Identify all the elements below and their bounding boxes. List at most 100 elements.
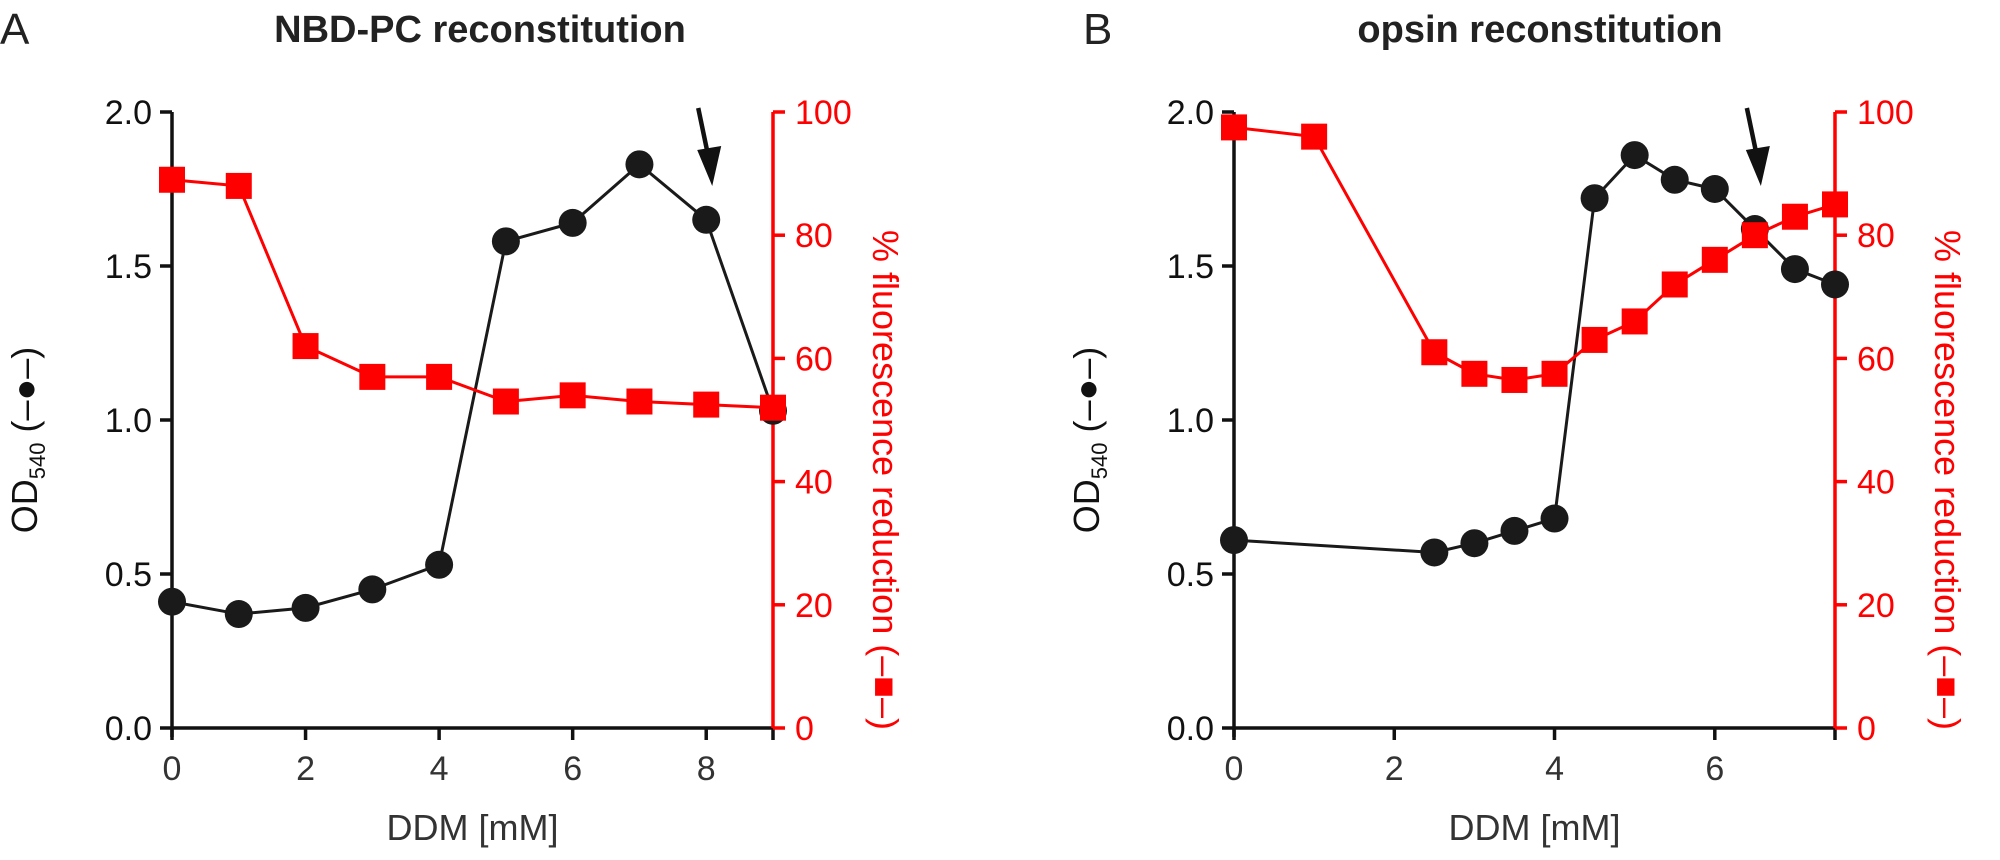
y-tick-label-left: 1.0 [1167,402,1214,440]
data-point-fluorescence [1741,222,1768,249]
arrow-annotation-head [697,146,722,186]
data-point-fluorescence [1581,326,1608,353]
x-tick-label: 6 [1705,750,1724,788]
y-tick-label-right: 100 [1857,94,1914,132]
arrow-annotation-head [1745,146,1770,186]
panel-a: A NBD-PC reconstitution 0 2 4 6 8 DDM [mM] 0.0 0.… [0,5,906,848]
y-tick-label-right: 40 [795,464,833,502]
data-point-fluorescence [492,388,519,415]
y-tick-label-right: 80 [1857,217,1895,255]
data-point-od540 [291,593,320,622]
data-point-od540 [491,227,520,256]
data-point-fluorescence [159,166,185,193]
arrow-annotation-shaft [696,107,711,157]
series-line-od540 [171,162,775,616]
x-tick-label: 2 [296,750,315,788]
data-point-od540 [224,600,253,629]
y-tick-label-left: 1.5 [1167,248,1214,286]
y-tick-label-right: 80 [795,217,833,255]
data-point-fluorescence [1822,191,1848,218]
data-point-fluorescence [1421,339,1448,366]
data-point-fluorescence [1301,123,1328,150]
y-tick-label-left: 1.5 [105,248,152,286]
x-tick-label: 4 [1545,750,1564,788]
data-point-fluorescence [225,172,252,199]
panel-label: A [0,5,30,54]
y-tick-label-right: 20 [1857,587,1895,625]
y-tick-label-left: 0.5 [105,556,152,594]
y-tick-label-right: 40 [1857,464,1895,502]
panel-label: B [1083,5,1112,54]
y-tick-label-right: 60 [1857,340,1895,378]
series-line-fluorescence [1233,125,1836,382]
y-axis-label-right: % fluorescence reduction (–■–) [1927,230,1968,730]
data-point-fluorescence [1781,203,1808,230]
data-point-od540 [1540,504,1569,533]
data-point-fluorescence [1541,360,1568,387]
x-tick-label: 6 [563,750,582,788]
y-axis-label-left: OD540 (–●–) [1066,347,1112,533]
data-point-od540 [1620,141,1649,170]
data-point-od540 [425,550,454,579]
data-point-fluorescence [760,394,786,421]
y-tick-label-left: 0.0 [105,710,152,748]
data-point-od540 [1420,538,1449,567]
y-tick-label-left: 0.5 [1167,556,1214,594]
series-line-fluorescence [171,178,774,410]
y-tick-label-left: 2.0 [105,94,152,132]
data-point-od540 [1700,175,1729,203]
data-point-fluorescence [426,363,453,390]
y-tick-label-left: 2.0 [1167,94,1214,132]
data-point-od540 [358,575,387,604]
y-tick-label-left: 0.0 [1167,710,1214,748]
y-label-subscript: 540 [25,443,50,480]
data-point-od540 [1660,165,1689,194]
data-point-od540 [1821,270,1849,299]
x-axis-label: DDM [mM] [1449,807,1621,848]
data-point-fluorescence [1661,271,1688,298]
y-label-suffix: (–●–) [1066,347,1107,443]
data-point-fluorescence [359,363,386,390]
x-tick-label: 8 [697,750,716,788]
y-tick-label-left: 1.0 [105,402,152,440]
x-tick-label: 4 [430,750,449,788]
x-tick-label: 2 [1385,750,1404,788]
series-line-od540 [1233,153,1836,554]
x-tick-label: 0 [1225,750,1244,788]
y-tick-label-right: 0 [795,710,814,748]
data-point-fluorescence [626,388,653,415]
x-tick-label: 0 [163,750,182,788]
data-point-fluorescence [1221,114,1247,141]
y-axis-label-left: OD540 (–●–) [4,347,50,533]
data-point-od540 [692,205,721,234]
y-label-subscript: 540 [1087,443,1112,480]
data-point-od540 [1500,516,1529,545]
data-point-fluorescence [1701,246,1728,273]
data-point-od540 [1460,529,1489,558]
data-point-od540 [158,587,186,616]
data-point-od540 [1580,184,1609,213]
data-point-fluorescence [292,333,319,360]
y-axis-label-right: % fluorescence reduction (–■–) [865,230,906,730]
chart-title: NBD-PC reconstitution [274,9,686,51]
data-point-fluorescence [559,382,586,409]
data-point-od540 [1780,255,1809,284]
data-point-fluorescence [693,391,720,418]
data-point-fluorescence [1621,308,1648,335]
chart-title: opsin reconstitution [1357,9,1722,51]
data-point-od540 [625,150,654,179]
y-label-main: OD [1066,479,1107,533]
y-tick-label-right: 60 [795,340,833,378]
data-point-od540 [1220,526,1248,555]
y-tick-label-right: 100 [795,94,852,132]
data-point-fluorescence [1501,366,1528,393]
y-label-main: OD [4,479,45,533]
data-point-od540 [558,208,587,237]
x-axis-label: DDM [mM] [387,807,559,848]
y-tick-label-right: 20 [795,587,833,625]
arrow-annotation-shaft [1744,107,1760,157]
y-label-suffix: (–●–) [4,347,45,443]
y-tick-label-right: 0 [1857,710,1876,748]
